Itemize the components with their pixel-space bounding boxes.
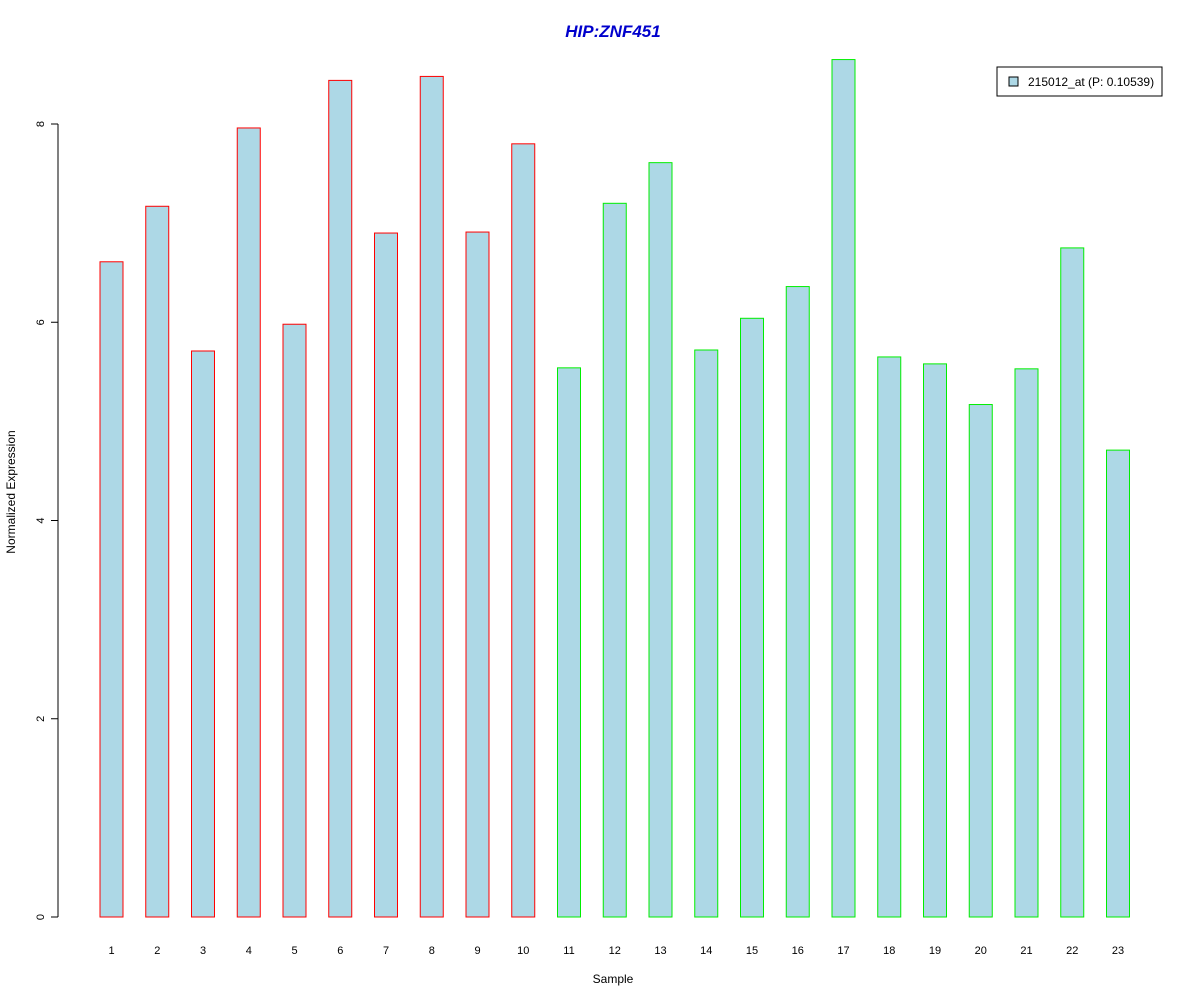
x-tick-label-1: 1 bbox=[108, 945, 114, 957]
bar-sample-8 bbox=[419, 75, 444, 918]
x-tick-label-20: 20 bbox=[975, 945, 987, 957]
bar-sample-13 bbox=[648, 162, 673, 918]
bar-sample-20 bbox=[968, 404, 993, 918]
bar-sample-21 bbox=[1014, 368, 1039, 918]
legend-box bbox=[996, 66, 1163, 97]
legend: 215012_at (P: 0.10539) bbox=[996, 66, 1163, 97]
x-axis-label: Sample bbox=[593, 972, 634, 986]
x-tick-label-2: 2 bbox=[154, 945, 160, 957]
x-tick-label-19: 19 bbox=[929, 945, 941, 957]
x-tick-labels: 1 2 3 4 5 6 7 8 9 10 11 12 13 14 15 16 17 18 19 20 21 22 23 bbox=[108, 945, 1124, 957]
x-tick-label-18: 18 bbox=[883, 945, 895, 957]
y-tick-label: 0 bbox=[35, 914, 47, 920]
x-tick-label-11: 11 bbox=[563, 945, 574, 957]
y-tick-label: 6 bbox=[35, 319, 47, 325]
bar-sample-14 bbox=[694, 349, 719, 918]
bar-sample-1 bbox=[99, 261, 124, 918]
legend-swatch bbox=[1008, 76, 1019, 87]
y-axis: 0 2 4 6 8 bbox=[35, 121, 59, 920]
y-tick-label: 2 bbox=[35, 716, 47, 722]
bar-sample-4 bbox=[236, 127, 261, 918]
bar-sample-7 bbox=[374, 232, 398, 918]
y-tick-label: 4 bbox=[35, 517, 47, 523]
bar-sample-23 bbox=[1106, 449, 1130, 918]
y-axis-label: Normalized Expression bbox=[4, 430, 18, 553]
x-tick-label-22: 22 bbox=[1066, 945, 1078, 957]
x-tick-label-21: 21 bbox=[1020, 945, 1032, 957]
x-tick-label-5: 5 bbox=[291, 945, 297, 957]
bar-sample-19 bbox=[923, 363, 947, 918]
bar-sample-18 bbox=[877, 356, 902, 918]
bar-sample-5 bbox=[282, 323, 307, 918]
bar-sample-10 bbox=[511, 143, 536, 918]
x-tick-label-4: 4 bbox=[246, 945, 252, 957]
x-tick-label-13: 13 bbox=[654, 945, 666, 957]
bar-sample-11 bbox=[557, 367, 581, 918]
x-tick-label-6: 6 bbox=[337, 945, 343, 957]
bar-sample-3 bbox=[191, 350, 215, 918]
x-tick-label-9: 9 bbox=[474, 945, 480, 957]
x-tick-label-15: 15 bbox=[746, 945, 758, 957]
bar-sample-16 bbox=[785, 286, 810, 918]
legend-label: 215012_at (P: 0.10539) bbox=[1028, 75, 1154, 89]
bar-sample-15 bbox=[740, 317, 764, 918]
bar-sample-9 bbox=[465, 231, 490, 918]
bar-sample-12 bbox=[602, 202, 627, 918]
bar-sample-2 bbox=[145, 205, 170, 918]
chart-title: HIP:ZNF451 bbox=[565, 22, 660, 41]
x-tick-label-8: 8 bbox=[429, 945, 435, 957]
bar-sample-22 bbox=[1060, 247, 1085, 918]
x-tick-label-3: 3 bbox=[200, 945, 206, 957]
x-tick-label-12: 12 bbox=[609, 945, 621, 957]
y-tick-label: 8 bbox=[35, 121, 47, 127]
bar-sample-17 bbox=[831, 59, 856, 918]
x-tick-label-7: 7 bbox=[383, 945, 389, 957]
x-tick-label-17: 17 bbox=[837, 945, 849, 957]
x-tick-label-23: 23 bbox=[1112, 945, 1124, 957]
bar-sample-6 bbox=[328, 79, 353, 918]
bars bbox=[99, 59, 1130, 918]
x-tick-label-16: 16 bbox=[792, 945, 804, 957]
x-tick-label-10: 10 bbox=[517, 945, 529, 957]
x-tick-label-14: 14 bbox=[700, 945, 712, 957]
